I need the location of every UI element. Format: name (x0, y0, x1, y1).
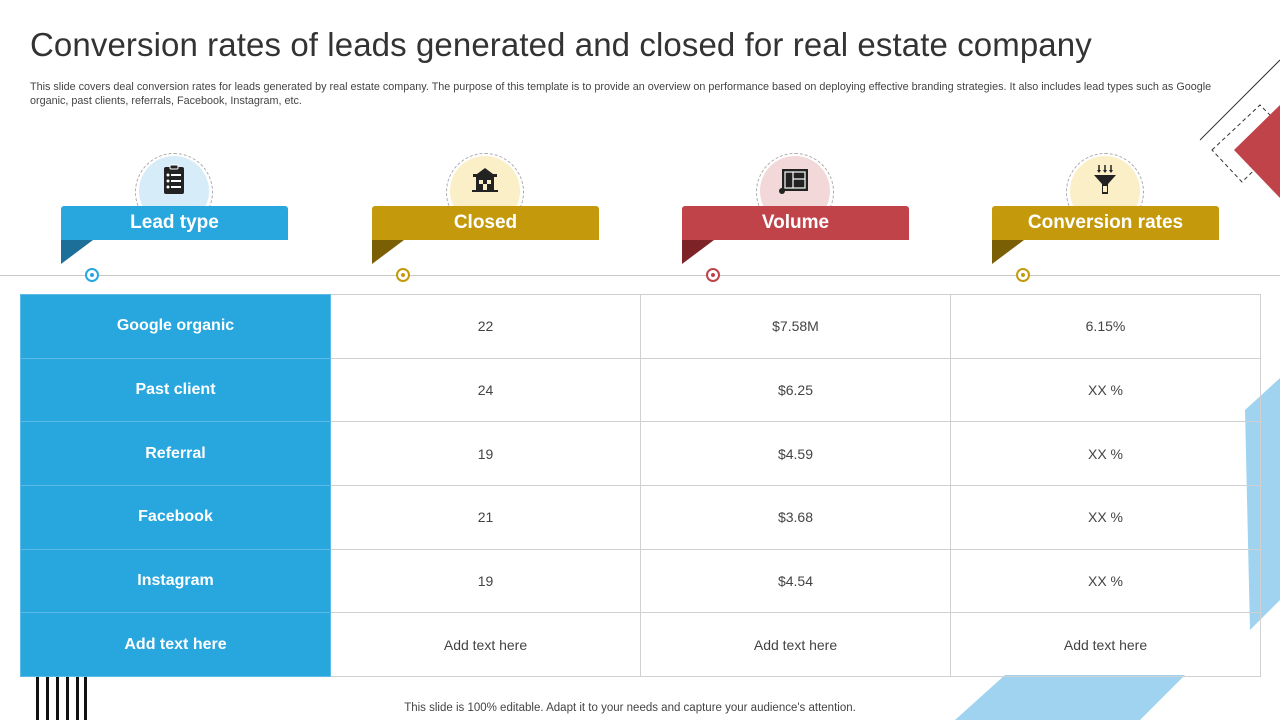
closed-cell: Add text here (330, 612, 641, 677)
lead-type-cell: Add text here (20, 612, 331, 677)
closed-cell: 19 (330, 548, 641, 614)
conversion-rate-cell: Add text here (950, 612, 1261, 677)
table-row: Referral 19 $4.59 XX % (20, 421, 1261, 486)
volume-cell: $4.59 (640, 421, 951, 486)
volume-cell: $7.58M (640, 294, 951, 359)
volume-cell: $4.54 (640, 548, 951, 614)
conversion-table: Google organic 22 $7.58M 6.15% Past clie… (20, 294, 1261, 677)
blueprint-icon (779, 169, 808, 194)
header-label: Volume (682, 206, 909, 240)
table-row: Past client 24 $6.25 XX % (20, 357, 1261, 423)
table-row: Google organic 22 $7.58M 6.15% (20, 294, 1261, 359)
lead-type-cell: Google organic (20, 294, 331, 359)
closed-cell: 19 (330, 421, 641, 486)
lead-type-cell: Instagram (20, 548, 331, 614)
lead-type-cell: Past client (20, 357, 331, 423)
timeline-dot (396, 268, 410, 282)
volume-cell: Add text here (640, 612, 951, 677)
table-row: Instagram 19 $4.54 XX % (20, 548, 1261, 614)
funnel-icon (1094, 165, 1116, 194)
closed-cell: 22 (330, 294, 641, 359)
header-lead-type: Lead type (61, 150, 291, 290)
header-label: Closed (372, 206, 599, 240)
banner-fold (992, 240, 1024, 264)
conversion-rate-cell: XX % (950, 548, 1261, 614)
table-row: Add text here Add text here Add text her… (20, 612, 1261, 677)
banner-fold (61, 240, 93, 264)
table-row: Facebook 21 $3.68 XX % (20, 484, 1261, 550)
conversion-rate-cell: XX % (950, 421, 1261, 486)
house-icon (472, 168, 498, 192)
header-volume: Volume (682, 150, 912, 290)
stripes-decoration (36, 676, 87, 720)
timeline-dot (1016, 268, 1030, 282)
header-conversion-rates: Conversion rates (992, 150, 1222, 290)
closed-cell: 21 (330, 484, 641, 550)
checklist-icon (164, 164, 184, 194)
corner-decoration-top-right (1199, 59, 1280, 198)
lead-type-cell: Referral (20, 421, 331, 486)
header-label: Conversion rates (992, 206, 1219, 240)
banner-fold (372, 240, 404, 264)
conversion-rate-cell: XX % (950, 357, 1261, 423)
footer-note: This slide is 100% editable. Adapt it to… (404, 702, 856, 714)
timeline-divider (0, 275, 1280, 276)
page-subtitle: This slide covers deal conversion rates … (30, 81, 1212, 107)
header-label: Lead type (61, 206, 288, 240)
volume-cell: $3.68 (640, 484, 951, 550)
volume-cell: $6.25 (640, 357, 951, 423)
header-closed: Closed (372, 150, 602, 290)
timeline-dot (706, 268, 720, 282)
timeline-dot (85, 268, 99, 282)
conversion-rate-cell: 6.15% (950, 294, 1261, 359)
banner-fold (682, 240, 714, 264)
lead-type-cell: Facebook (20, 484, 331, 550)
closed-cell: 24 (330, 357, 641, 423)
conversion-rate-cell: XX % (950, 484, 1261, 550)
page-title: Conversion rates of leads generated and … (30, 26, 1092, 63)
